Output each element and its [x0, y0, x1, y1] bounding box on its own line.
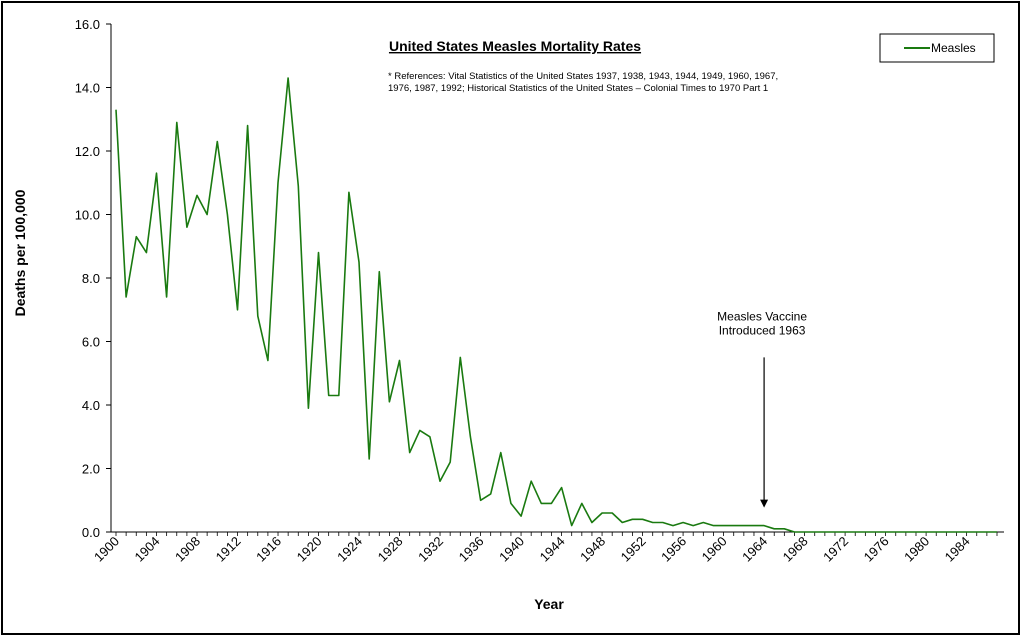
x-tick-label: 1936: [456, 534, 487, 565]
x-tick-label: 1980: [901, 534, 932, 565]
vaccine-annotation: Measles Vaccine Introduced 1963: [717, 309, 807, 508]
y-tick-label: 4.0: [82, 398, 100, 413]
y-axis-ticks: 0.0 2.0 4.0 6.0 8.0 10.0 12.0 14.0 16.0: [75, 17, 111, 540]
x-tick-label: 1908: [172, 534, 203, 565]
x-tick-label: 1944: [537, 534, 568, 565]
legend: Measles: [879, 33, 995, 63]
y-tick-label: 16.0: [75, 17, 100, 32]
series-layer: [115, 77, 997, 533]
x-tick-label: 1964: [739, 534, 770, 565]
x-tick-label: 1928: [375, 534, 406, 565]
plot-area: [110, 24, 1004, 533]
legend-box: [879, 33, 995, 63]
x-tick-label: 1984: [942, 534, 973, 565]
x-tick-label: 1960: [699, 534, 730, 565]
annotation-line-2: Introduced 1963: [719, 323, 806, 337]
x-tick-label: 1940: [496, 534, 527, 565]
y-tick-label: 2.0: [82, 462, 100, 477]
x-tick-label: 1956: [658, 534, 689, 565]
chart-title: United States Measles Mortality Rates: [389, 38, 641, 54]
y-tick-label: 10.0: [75, 208, 100, 223]
x-tick-label: 1968: [780, 534, 811, 565]
legend-label-measles: Measles: [931, 41, 976, 55]
references-line-2: 1976, 1987, 1992; Historical Statistics …: [388, 83, 768, 94]
x-axis-title: Year: [534, 596, 564, 612]
y-tick-label: 12.0: [75, 144, 100, 159]
annotation-line-1: Measles Vaccine: [717, 309, 807, 323]
x-tick-label: 1952: [618, 534, 649, 565]
x-tick-label: 1972: [820, 534, 851, 565]
x-tick-label: 1920: [294, 534, 325, 565]
references-line-1: * References: Vital Statistics of the Un…: [388, 71, 778, 82]
x-tick-label: 1916: [253, 534, 284, 565]
series-line-measles: [115, 77, 997, 533]
y-tick-label: 14.0: [75, 81, 100, 96]
y-tick-label: 8.0: [82, 271, 100, 286]
x-axis-ticks: 1900 1904 1908 1912 1916 1920 1924 1928 1932 1936…: [91, 532, 998, 565]
y-tick-label: 0.0: [82, 525, 100, 540]
x-tick-label: 1912: [213, 534, 244, 565]
x-tick-label: 1932: [415, 534, 446, 565]
x-tick-label: 1948: [577, 534, 608, 565]
x-tick-label: 1904: [132, 534, 163, 565]
annotation-arrowhead: [760, 499, 769, 508]
y-tick-label: 6.0: [82, 335, 100, 350]
x-tick-label: 1976: [861, 534, 892, 565]
y-axis-title: Deaths per 100,000: [12, 189, 28, 316]
x-tick-label: 1924: [334, 534, 365, 565]
